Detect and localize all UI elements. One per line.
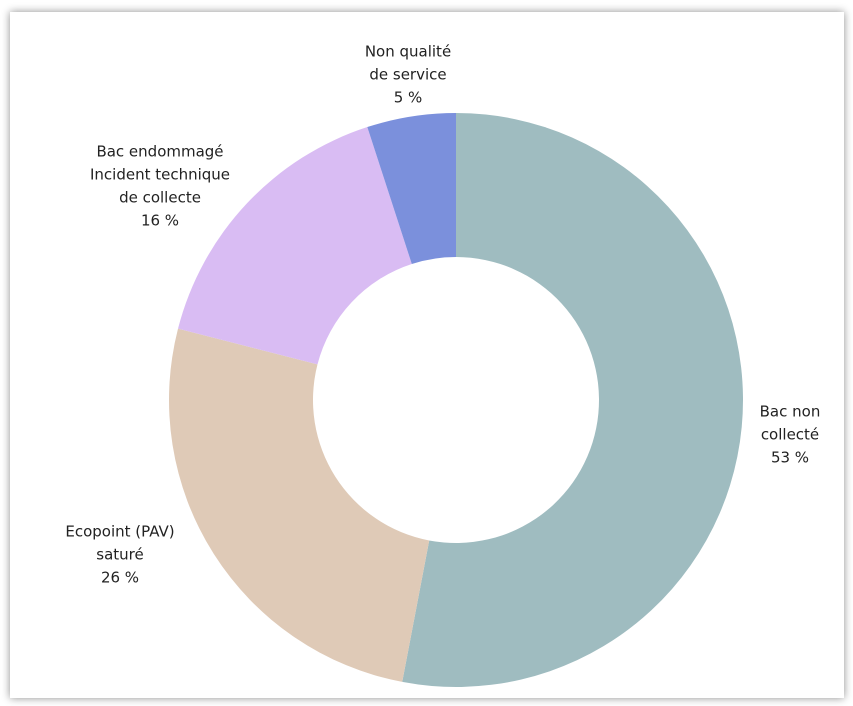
- slice-label: Non qualité: [365, 43, 451, 61]
- slice-label: Bac endommagé: [96, 143, 223, 161]
- donut-slice: [168, 328, 430, 682]
- donut-slice: [367, 113, 456, 264]
- slice-label: Ecopoint (PAV): [65, 523, 174, 541]
- value-label: 53 %: [771, 449, 809, 467]
- slice-label: saturé: [96, 546, 143, 564]
- value-label: 16 %: [141, 212, 179, 230]
- donut-slice: [178, 127, 412, 365]
- slice-label: Bac non: [760, 403, 821, 421]
- value-label: 26 %: [101, 569, 139, 587]
- slice-label: Incident technique: [90, 166, 230, 184]
- slice-label: de collecte: [119, 189, 201, 207]
- value-label: 5 %: [394, 89, 423, 107]
- slice-label: collecté: [761, 426, 819, 444]
- slice-label: de service: [369, 66, 446, 84]
- donut-slice: [402, 113, 744, 687]
